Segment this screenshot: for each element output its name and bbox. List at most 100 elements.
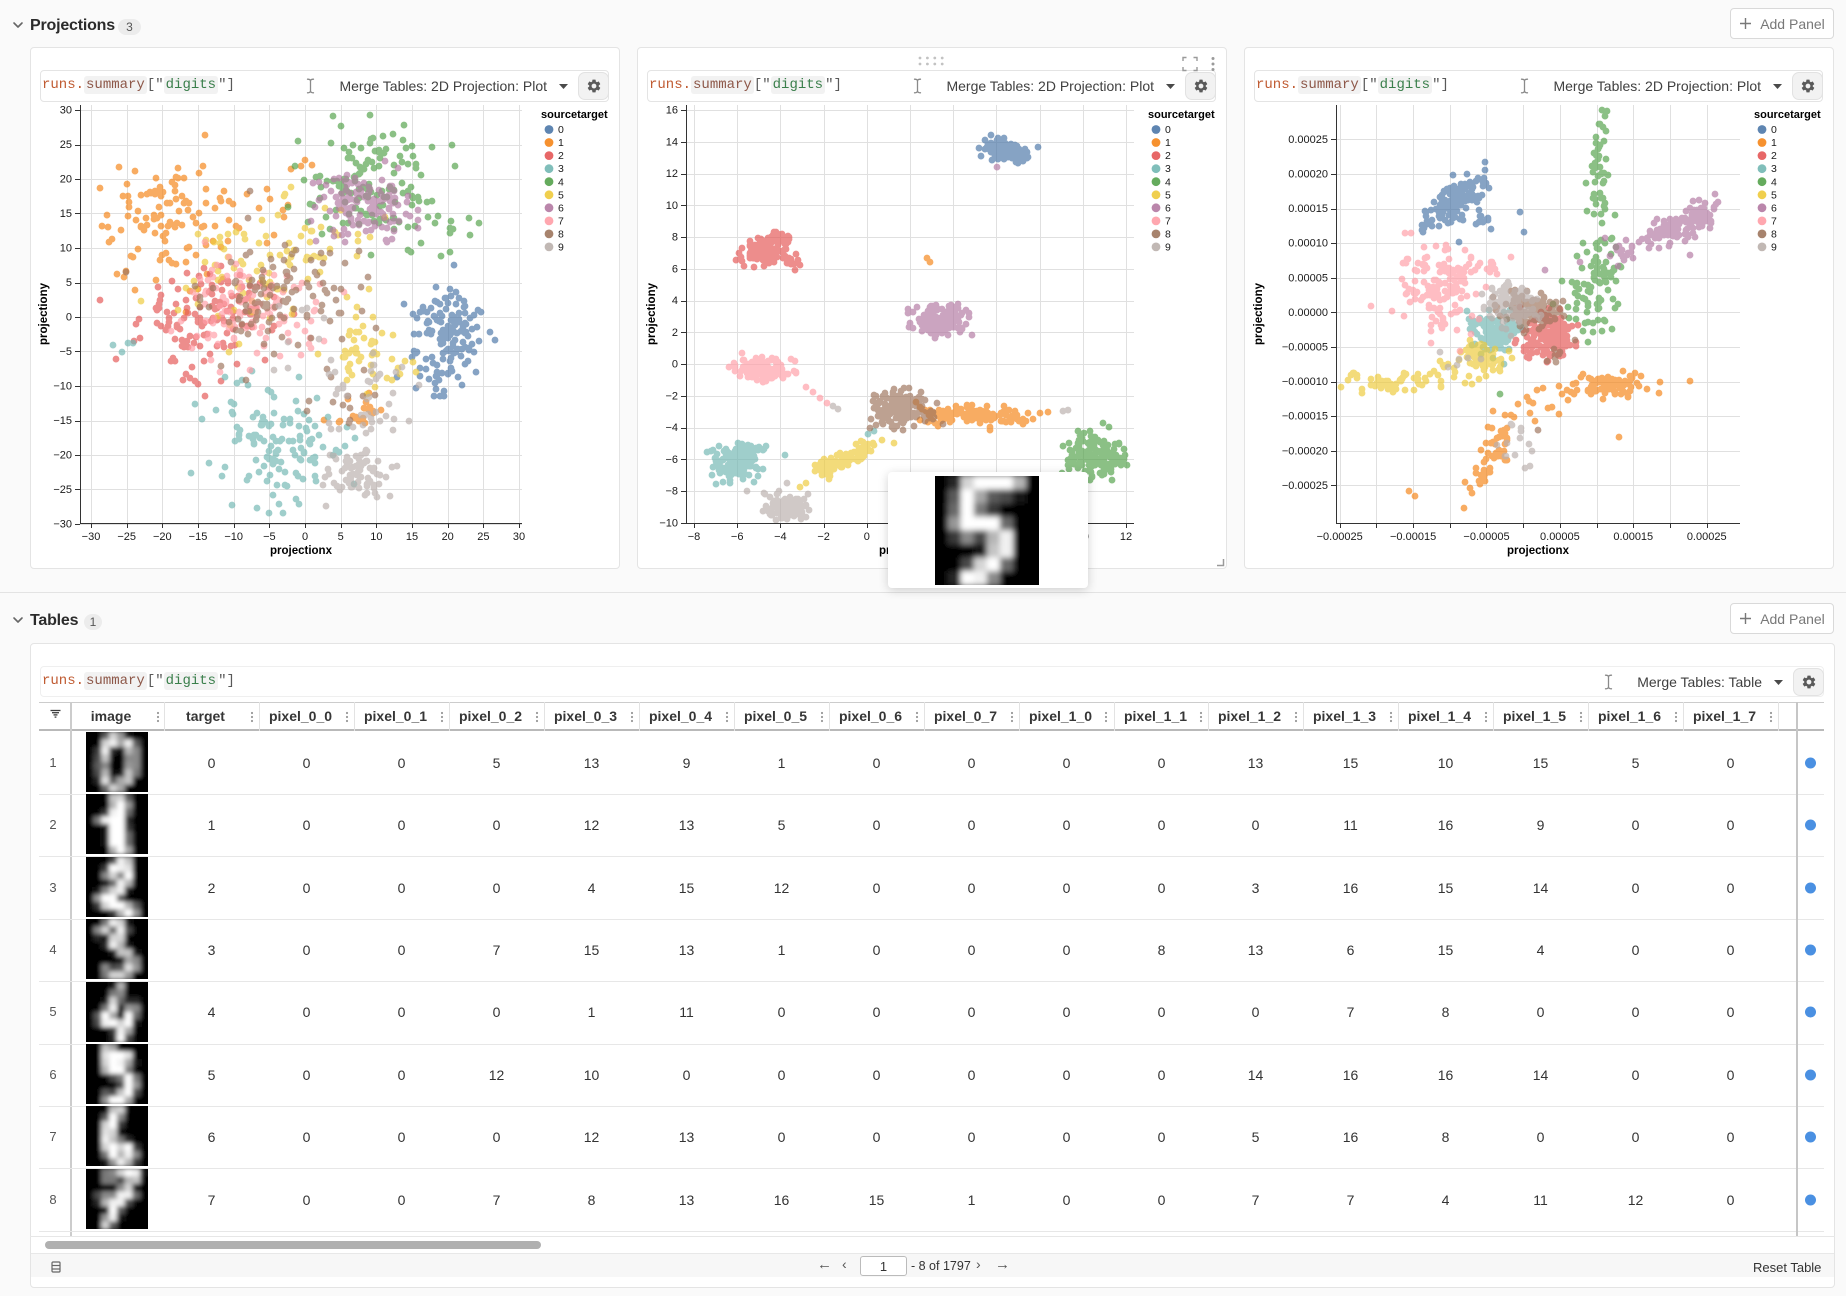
svg-text:6: 6: [558, 202, 564, 214]
svg-text:sourcetarget: sourcetarget: [1148, 109, 1215, 121]
svg-text:projectionx: projectionx: [1507, 545, 1570, 557]
svg-text:0.00005: 0.00005: [1540, 531, 1580, 543]
svg-text:−25: −25: [53, 484, 72, 496]
svg-text:−4: −4: [665, 422, 678, 434]
svg-text:3: 3: [1165, 163, 1171, 175]
svg-text:6: 6: [1165, 202, 1171, 214]
svg-text:−0.00005: −0.00005: [1282, 342, 1328, 354]
svg-text:−10: −10: [659, 518, 678, 530]
svg-text:25: 25: [477, 531, 489, 543]
svg-text:8: 8: [1165, 229, 1171, 241]
svg-text:8: 8: [1771, 229, 1777, 241]
svg-text:−8: −8: [665, 486, 678, 498]
svg-text:9: 9: [1165, 242, 1171, 254]
svg-text:5: 5: [558, 189, 564, 201]
svg-text:−20: −20: [153, 531, 172, 543]
svg-text:−15: −15: [53, 415, 72, 427]
svg-text:0: 0: [1771, 124, 1777, 136]
svg-text:−0.00025: −0.00025: [1317, 531, 1363, 543]
svg-text:0: 0: [1165, 124, 1171, 136]
svg-text:5: 5: [338, 531, 344, 543]
svg-text:0.00020: 0.00020: [1288, 169, 1328, 181]
svg-text:−8: −8: [688, 531, 701, 543]
svg-text:projectionx: projectionx: [270, 545, 333, 557]
svg-text:15: 15: [60, 208, 72, 220]
svg-text:20: 20: [442, 531, 454, 543]
svg-text:8: 8: [558, 229, 564, 241]
svg-text:15: 15: [406, 531, 418, 543]
svg-text:1: 1: [558, 137, 564, 149]
svg-text:−10: −10: [224, 531, 243, 543]
svg-text:sourcetarget: sourcetarget: [1754, 109, 1821, 121]
svg-text:5: 5: [1165, 189, 1171, 201]
svg-text:30: 30: [513, 531, 525, 543]
svg-text:−0.00010: −0.00010: [1282, 376, 1328, 388]
svg-text:−0.00015: −0.00015: [1282, 411, 1328, 423]
svg-text:−20: −20: [53, 450, 72, 462]
svg-text:projectiony: projectiony: [1253, 282, 1265, 345]
svg-text:16: 16: [666, 105, 678, 117]
svg-text:−5: −5: [263, 531, 276, 543]
svg-text:0: 0: [302, 531, 308, 543]
svg-text:6: 6: [1771, 202, 1777, 214]
svg-text:0.00015: 0.00015: [1613, 531, 1653, 543]
svg-text:projectiony: projectiony: [646, 282, 658, 345]
svg-text:−2: −2: [817, 531, 830, 543]
svg-text:10: 10: [60, 243, 72, 255]
svg-text:0.00015: 0.00015: [1288, 203, 1328, 215]
svg-text:0.00025: 0.00025: [1288, 134, 1328, 146]
svg-text:0: 0: [864, 531, 870, 543]
svg-text:sourcetarget: sourcetarget: [541, 109, 608, 121]
svg-text:4: 4: [672, 295, 678, 307]
svg-text:−10: −10: [53, 381, 72, 393]
svg-text:10: 10: [370, 531, 382, 543]
svg-text:1: 1: [1165, 137, 1171, 149]
svg-text:−30: −30: [53, 519, 72, 531]
svg-text:2: 2: [1771, 150, 1777, 162]
svg-text:0.00025: 0.00025: [1687, 531, 1727, 543]
svg-text:0: 0: [66, 312, 72, 324]
svg-text:projectiony: projectiony: [38, 282, 50, 345]
svg-text:3: 3: [558, 163, 564, 175]
svg-text:−5: −5: [59, 346, 72, 358]
svg-text:4: 4: [558, 176, 564, 188]
svg-text:9: 9: [1771, 242, 1777, 254]
svg-text:−15: −15: [189, 531, 208, 543]
svg-text:10: 10: [666, 200, 678, 212]
svg-text:30: 30: [60, 105, 72, 117]
svg-text:−4: −4: [774, 531, 787, 543]
svg-text:0: 0: [558, 124, 564, 136]
svg-text:−2: −2: [665, 390, 678, 402]
svg-text:25: 25: [60, 139, 72, 151]
svg-text:1: 1: [1771, 137, 1777, 149]
svg-text:20: 20: [60, 174, 72, 186]
svg-text:0.00000: 0.00000: [1288, 307, 1328, 319]
svg-text:8: 8: [672, 232, 678, 244]
svg-text:12: 12: [1120, 531, 1132, 543]
svg-text:6: 6: [672, 263, 678, 275]
svg-text:−0.00025: −0.00025: [1282, 480, 1328, 492]
svg-text:4: 4: [1771, 176, 1777, 188]
svg-text:0.00010: 0.00010: [1288, 238, 1328, 250]
svg-text:−25: −25: [117, 531, 136, 543]
svg-text:−6: −6: [665, 454, 678, 466]
svg-text:0.00005: 0.00005: [1288, 272, 1328, 284]
svg-text:5: 5: [1771, 189, 1777, 201]
svg-text:0: 0: [672, 359, 678, 371]
svg-text:2: 2: [558, 150, 564, 162]
svg-text:2: 2: [1165, 150, 1171, 162]
svg-text:12: 12: [666, 168, 678, 180]
svg-text:3: 3: [1771, 163, 1777, 175]
svg-text:7: 7: [1165, 216, 1171, 228]
svg-text:−30: −30: [82, 531, 101, 543]
svg-text:14: 14: [666, 136, 678, 148]
svg-text:−6: −6: [731, 531, 744, 543]
svg-text:7: 7: [1771, 216, 1777, 228]
svg-text:−0.00020: −0.00020: [1282, 445, 1328, 457]
svg-text:−0.00005: −0.00005: [1463, 531, 1509, 543]
svg-text:7: 7: [558, 216, 564, 228]
svg-text:2: 2: [672, 327, 678, 339]
svg-text:−0.00015: −0.00015: [1390, 531, 1436, 543]
svg-text:5: 5: [66, 277, 72, 289]
svg-text:9: 9: [558, 242, 564, 254]
